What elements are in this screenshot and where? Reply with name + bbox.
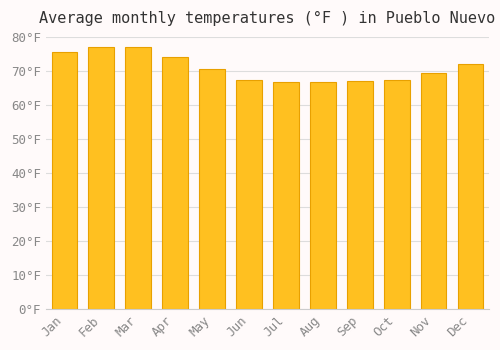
Bar xyxy=(126,47,151,309)
Bar xyxy=(236,79,262,309)
Bar xyxy=(199,69,225,309)
Bar xyxy=(420,73,446,309)
Bar xyxy=(273,82,299,309)
Bar xyxy=(88,47,115,309)
Bar xyxy=(384,79,409,309)
Bar xyxy=(458,64,483,309)
Bar xyxy=(162,57,188,309)
Bar xyxy=(52,52,78,309)
Bar xyxy=(310,82,336,309)
Title: Average monthly temperatures (°F ) in Pueblo Nuevo: Average monthly temperatures (°F ) in Pu… xyxy=(40,11,496,26)
Bar xyxy=(347,81,372,309)
